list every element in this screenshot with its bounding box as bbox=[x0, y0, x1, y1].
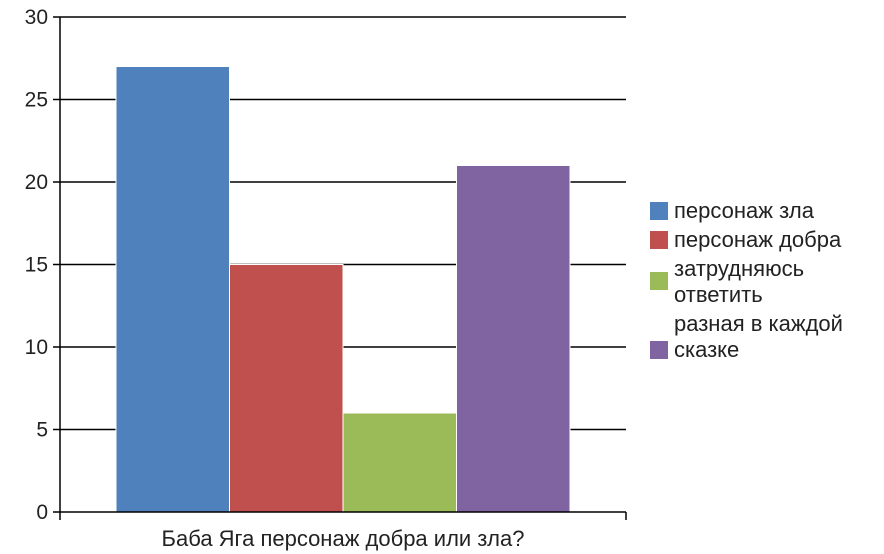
legend-label-good: персонаж добра bbox=[674, 227, 842, 252]
legend-swatch-varies bbox=[650, 341, 668, 359]
legend-item-varies: разная в каждой сказке bbox=[650, 311, 884, 363]
bars bbox=[115, 66, 571, 513]
bar-2 bbox=[229, 264, 344, 513]
y-tick-label: 25 bbox=[25, 89, 48, 112]
bar-1 bbox=[115, 66, 230, 513]
y-tick-label: 20 bbox=[25, 171, 48, 194]
legend-swatch-hard-to-say bbox=[650, 272, 668, 290]
axes bbox=[53, 16, 627, 520]
legend-label-evil: персонаж зла bbox=[674, 198, 814, 223]
legend-swatch-good bbox=[650, 231, 668, 249]
legend: персонаж зла персонаж добра затрудняюсь … bbox=[650, 198, 884, 366]
legend-item-hard-to-say: затрудняюсь ответить bbox=[650, 256, 884, 308]
legend-swatch-evil bbox=[650, 202, 668, 220]
legend-item-good: персонаж добра bbox=[650, 227, 884, 253]
y-tick-label: 10 bbox=[25, 336, 48, 359]
y-tick-label: 15 bbox=[25, 254, 48, 277]
y-tick-label: 30 bbox=[25, 6, 48, 29]
category-label: Баба Яга персонаж добра или зла? bbox=[162, 526, 525, 551]
legend-label-hard-to-say: затрудняюсь ответить bbox=[674, 256, 805, 307]
legend-label-varies: разная в каждой сказке bbox=[674, 311, 843, 362]
legend-item-evil: персонаж зла bbox=[650, 198, 884, 224]
bar-3 bbox=[342, 412, 457, 513]
bar-4 bbox=[456, 165, 571, 513]
y-tick-label: 5 bbox=[36, 419, 48, 442]
y-tick-labels: 0 5 10 15 20 25 30 bbox=[25, 6, 48, 524]
y-tick-label: 0 bbox=[36, 501, 48, 524]
